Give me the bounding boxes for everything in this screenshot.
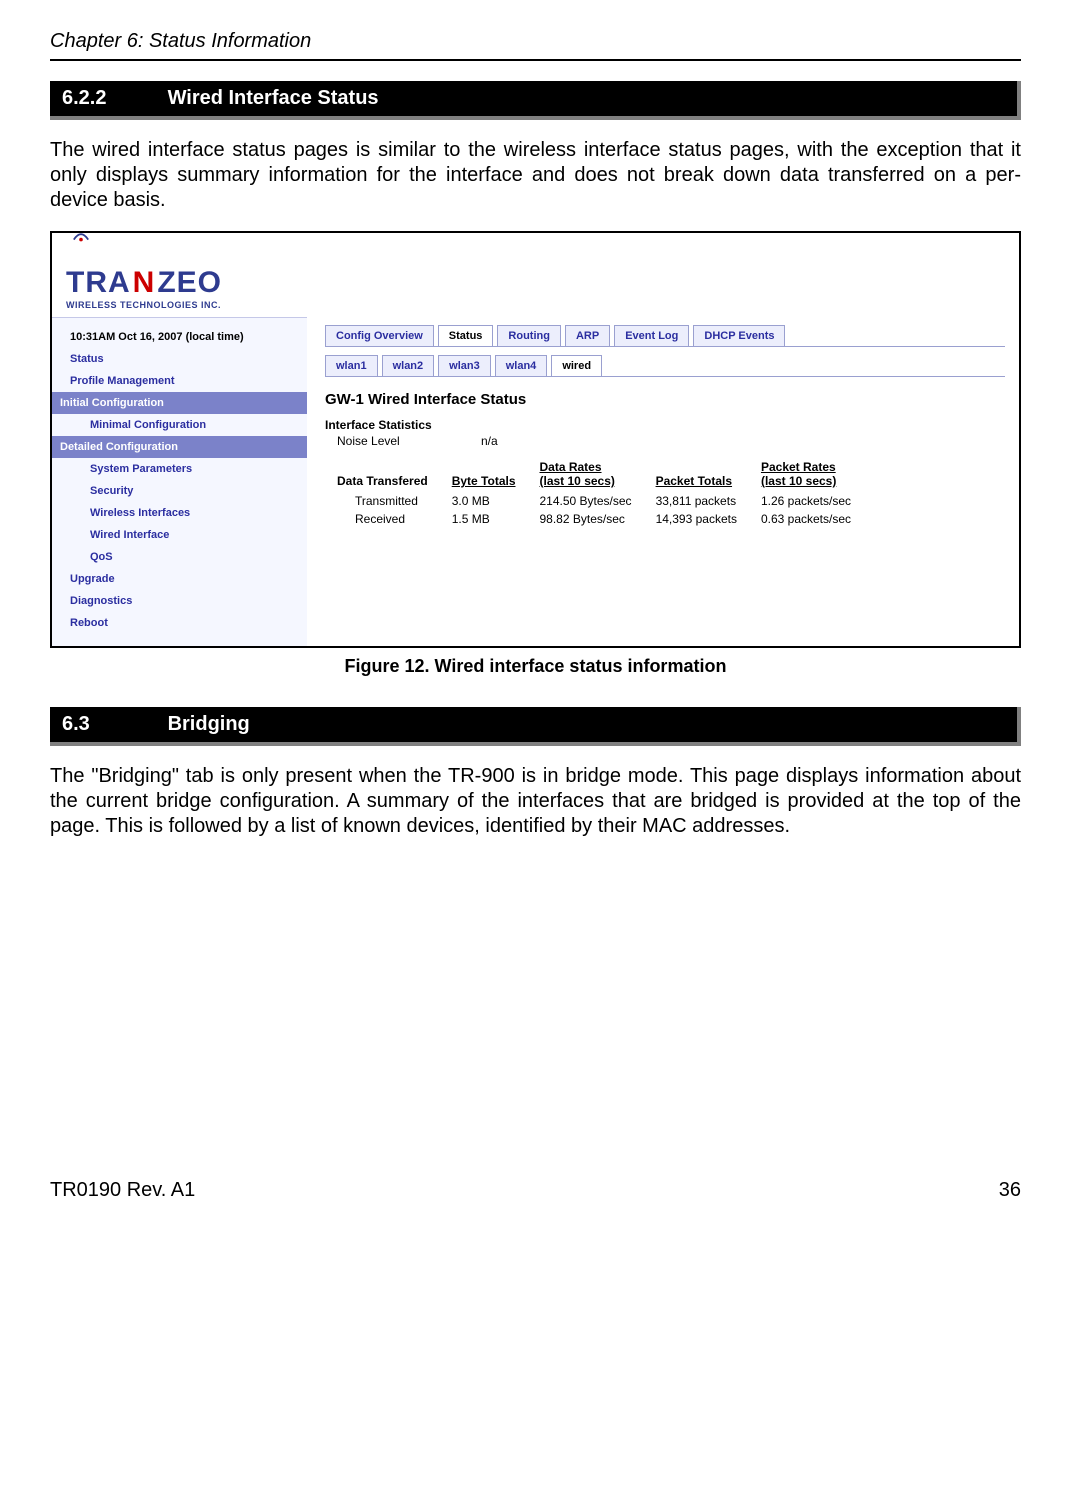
sidebar-item-diagnostics[interactable]: Diagnostics (52, 590, 307, 612)
packet-total: 14,393 packets (656, 510, 761, 528)
tab-wlan3[interactable]: wlan3 (438, 355, 491, 376)
tab-config-overview[interactable]: Config Overview (325, 325, 434, 346)
footer-left: TR0190 Rev. A1 (50, 1179, 195, 1202)
tab-wlan2[interactable]: wlan2 (382, 355, 435, 376)
byte-total: 1.5 MB (452, 510, 540, 528)
logo-subtitle: WIRELESS TECHNOLOGIES INC. (66, 300, 222, 310)
logo-part2: N (133, 266, 156, 300)
tabs-sub: wlan1 wlan2 wlan3 wlan4 wired (325, 355, 1005, 377)
section-heading-622: 6.2.2 Wired Interface Status (50, 81, 1021, 120)
tab-event-log[interactable]: Event Log (614, 325, 689, 346)
logo-area: TRANZEO WIRELESS TECHNOLOGIES INC. (52, 233, 1019, 317)
main-content: Config Overview Status Routing ARP Event… (307, 317, 1019, 646)
footer-right: 36 (999, 1179, 1021, 1202)
stats-table: Data Transfered Byte Totals Data Rates(l… (337, 458, 875, 528)
noise-label: Noise Level (337, 434, 457, 448)
content-title: GW-1 Wired Interface Status (325, 391, 1005, 408)
section-number: 6.3 (62, 713, 162, 736)
figure-caption: Figure 12. Wired interface status inform… (50, 656, 1021, 677)
noise-row: Noise Level n/a (325, 434, 1005, 448)
noise-value: n/a (481, 434, 498, 448)
tab-wlan1[interactable]: wlan1 (325, 355, 378, 376)
tab-arp[interactable]: ARP (565, 325, 610, 346)
figure-12: TRANZEO WIRELESS TECHNOLOGIES INC. 10:31… (50, 231, 1021, 648)
table-row: Received 1.5 MB 98.82 Bytes/sec 14,393 p… (337, 510, 875, 528)
data-rate: 98.82 Bytes/sec (540, 510, 656, 528)
sidebar: 10:31AM Oct 16, 2007 (local time) Status… (52, 317, 307, 646)
section1-body: The wired interface status pages is simi… (50, 138, 1021, 213)
data-rate: 214.50 Bytes/sec (540, 492, 656, 510)
section-number: 6.2.2 (62, 87, 162, 110)
screenshot-body: 10:31AM Oct 16, 2007 (local time) Status… (52, 317, 1019, 646)
section-title: Wired Interface Status (168, 87, 379, 109)
sidebar-item-status[interactable]: Status (52, 348, 307, 370)
tab-wired[interactable]: wired (551, 355, 602, 376)
interface-statistics-heading: Interface Statistics (325, 418, 1005, 432)
col-packet-rates: Packet Rates(last 10 secs) (761, 458, 875, 492)
col-data-transfered: Data Transfered (337, 458, 452, 492)
section-title: Bridging (168, 713, 250, 735)
packet-rate: 0.63 packets/sec (761, 510, 875, 528)
row-label: Transmitted (337, 492, 452, 510)
table-header-row: Data Transfered Byte Totals Data Rates(l… (337, 458, 875, 492)
packet-rate: 1.26 packets/sec (761, 492, 875, 510)
sidebar-item-profile-management[interactable]: Profile Management (52, 370, 307, 392)
sidebar-item-qos[interactable]: QoS (52, 546, 307, 568)
sidebar-item-security[interactable]: Security (52, 480, 307, 502)
packet-total: 33,811 packets (656, 492, 761, 510)
tab-status[interactable]: Status (438, 325, 494, 346)
screenshot: TRANZEO WIRELESS TECHNOLOGIES INC. 10:31… (52, 233, 1019, 646)
logo-text: TRANZEO (66, 266, 222, 300)
chapter-header: Chapter 6: Status Information (50, 30, 1021, 61)
sidebar-cat-initial-config: Initial Configuration (52, 392, 307, 414)
footer: TR0190 Rev. A1 36 (50, 1179, 1021, 1202)
row-label: Received (337, 510, 452, 528)
wireless-icon (72, 227, 90, 245)
sidebar-item-reboot[interactable]: Reboot (52, 612, 307, 634)
table-row: Transmitted 3.0 MB 214.50 Bytes/sec 33,8… (337, 492, 875, 510)
col-data-rates: Data Rates(last 10 secs) (540, 458, 656, 492)
logo-part1: TRA (66, 266, 131, 300)
sidebar-time: 10:31AM Oct 16, 2007 (local time) (52, 326, 307, 348)
sidebar-item-system-parameters[interactable]: System Parameters (52, 458, 307, 480)
section2-body: The "Bridging" tab is only present when … (50, 764, 1021, 839)
logo-part3: ZEO (157, 266, 222, 300)
section-heading-63: 6.3 Bridging (50, 707, 1021, 746)
tab-dhcp-events[interactable]: DHCP Events (693, 325, 785, 346)
tabs-top: Config Overview Status Routing ARP Event… (325, 325, 1005, 347)
col-packet-totals: Packet Totals (656, 458, 761, 492)
sidebar-item-minimal-config[interactable]: Minimal Configuration (52, 414, 307, 436)
col-byte-totals: Byte Totals (452, 458, 540, 492)
tab-wlan4[interactable]: wlan4 (495, 355, 548, 376)
sidebar-cat-detailed-config: Detailed Configuration (52, 436, 307, 458)
sidebar-item-wired-interface[interactable]: Wired Interface (52, 524, 307, 546)
byte-total: 3.0 MB (452, 492, 540, 510)
sidebar-item-wireless-interfaces[interactable]: Wireless Interfaces (52, 502, 307, 524)
tab-routing[interactable]: Routing (497, 325, 561, 346)
sidebar-item-upgrade[interactable]: Upgrade (52, 568, 307, 590)
